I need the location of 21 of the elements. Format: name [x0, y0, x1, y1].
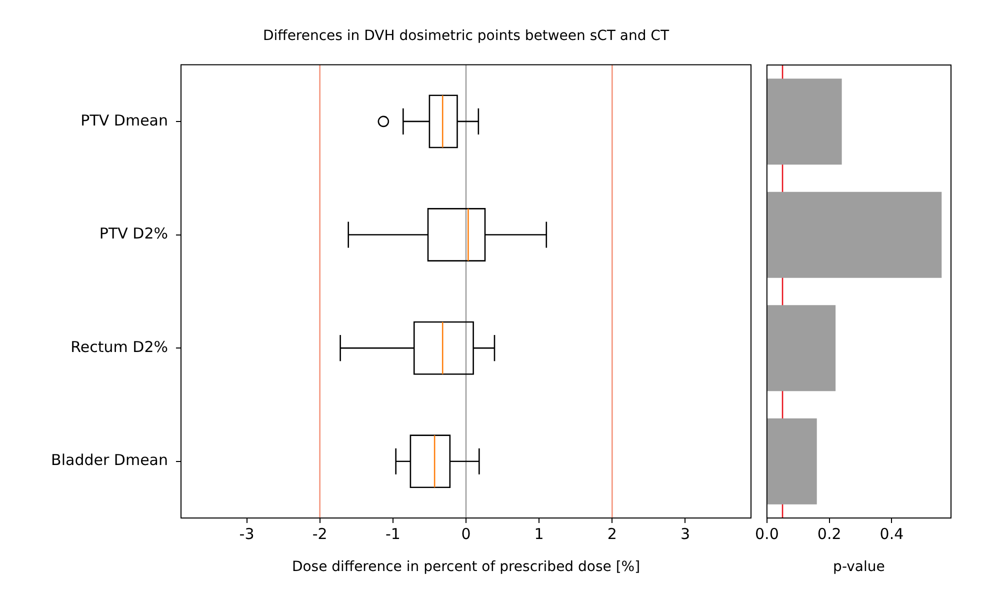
x-tick-label: -1	[385, 524, 400, 543]
x-tick-label: 0.4	[880, 524, 904, 543]
x-tick-label: -2	[312, 524, 328, 543]
x-tick-label: 0.0	[755, 524, 779, 543]
x-tick-label: 0	[461, 524, 471, 543]
bar	[767, 192, 942, 278]
y-tick-label: PTV D2%	[99, 224, 168, 243]
x-tick-label: 3	[680, 524, 690, 543]
y-tick-label: PTV Dmean	[80, 111, 168, 130]
bar	[767, 78, 842, 165]
y-tick-label: Rectum D2%	[70, 338, 168, 356]
x-tick-label: 0.2	[817, 524, 842, 543]
x-axis-title: Dose difference in percent of prescribed dose [%]	[292, 559, 640, 576]
x-tick-label: -3	[239, 524, 254, 543]
y-tick-label: Bladder Dmean	[51, 451, 168, 470]
x-axis-title: p-value	[833, 559, 885, 576]
bar	[767, 418, 817, 504]
x-tick-label: 1	[534, 524, 544, 543]
bar	[767, 305, 836, 392]
chart-title: Differences in DVH dosimetric points between sCT and CT	[262, 28, 670, 44]
x-tick-label: 2	[607, 524, 617, 543]
